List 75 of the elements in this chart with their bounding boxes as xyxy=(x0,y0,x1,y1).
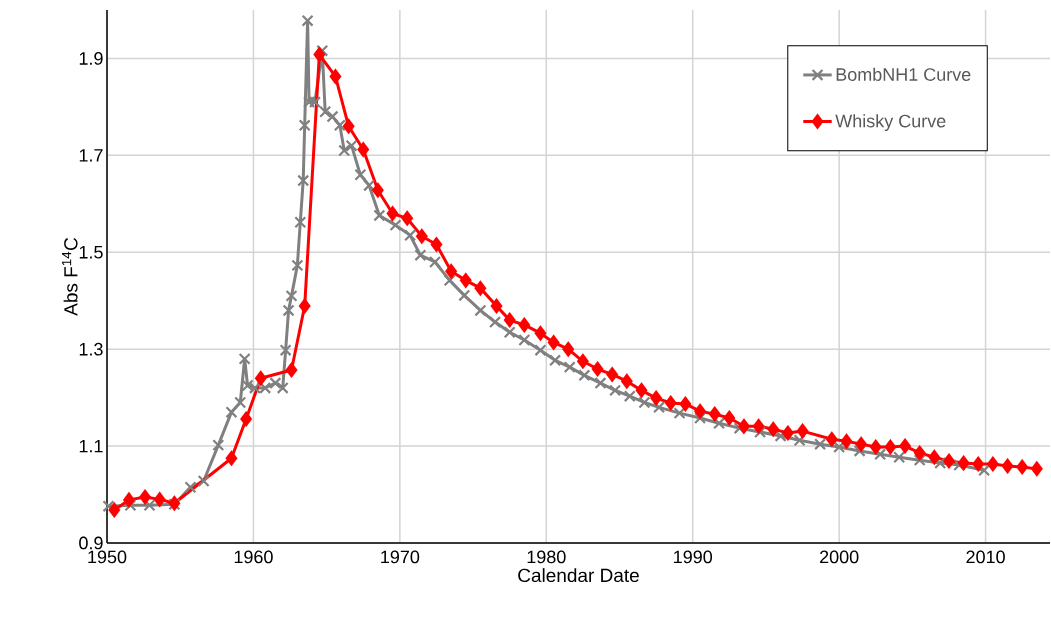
point xyxy=(547,334,560,351)
x-tick-label: 1990 xyxy=(674,550,713,564)
point xyxy=(313,46,326,63)
point xyxy=(474,280,487,297)
point xyxy=(298,298,311,315)
point xyxy=(503,312,516,329)
x-tick-label: 2010 xyxy=(966,550,1005,564)
point xyxy=(650,390,663,407)
point xyxy=(576,353,589,370)
legend-label: BombNH1 Curve xyxy=(836,67,971,81)
x-tick-label: 1950 xyxy=(88,550,127,564)
point xyxy=(518,316,531,334)
y-tick-label: 1.3 xyxy=(79,342,103,356)
point xyxy=(620,373,633,390)
legend-label: Whisky Curve xyxy=(835,114,946,131)
point xyxy=(898,438,912,455)
y-tick-label: 0.9 xyxy=(79,536,103,550)
point xyxy=(1016,458,1029,475)
point xyxy=(781,424,794,442)
point xyxy=(445,263,458,280)
x-tick-label: 1980 xyxy=(527,550,566,564)
point xyxy=(285,361,298,379)
point xyxy=(606,366,619,383)
y-tick-label: 1.9 xyxy=(79,52,103,65)
point xyxy=(254,370,267,387)
point xyxy=(825,431,838,448)
point xyxy=(490,298,503,315)
point xyxy=(108,501,121,519)
point xyxy=(986,455,999,473)
point xyxy=(723,409,736,427)
point xyxy=(225,450,238,467)
point xyxy=(357,141,370,158)
point xyxy=(139,488,152,506)
y-axis-title: Abs F$^{14}$C xyxy=(61,237,78,316)
point xyxy=(928,449,941,466)
x-tick-label: 1970 xyxy=(381,550,420,564)
point xyxy=(562,341,575,358)
point xyxy=(913,444,926,461)
point xyxy=(840,433,853,450)
point xyxy=(855,436,868,453)
point xyxy=(153,491,166,508)
point xyxy=(767,421,780,438)
point xyxy=(635,382,648,399)
point xyxy=(737,418,751,435)
point xyxy=(884,439,897,456)
point xyxy=(1030,460,1043,477)
point xyxy=(386,205,399,222)
y-tick-label: 1.7 xyxy=(79,149,103,162)
point xyxy=(415,228,428,245)
point xyxy=(679,395,692,412)
point xyxy=(957,454,970,472)
point xyxy=(972,455,985,473)
x-axis-title: Calendar Date xyxy=(518,568,639,583)
y-tick-label: 1.5 xyxy=(79,245,103,259)
point xyxy=(869,439,882,456)
point xyxy=(122,491,136,508)
x-tick-label: 2000 xyxy=(820,550,859,564)
point xyxy=(708,406,721,423)
point xyxy=(459,272,472,289)
point xyxy=(430,236,443,253)
point xyxy=(1001,457,1014,475)
point xyxy=(401,210,414,227)
x-tick-label: 1960 xyxy=(234,550,273,564)
point xyxy=(342,118,355,135)
point xyxy=(591,360,604,378)
point xyxy=(371,182,384,199)
point xyxy=(942,453,956,470)
point xyxy=(796,423,809,440)
point xyxy=(693,403,707,420)
point xyxy=(240,410,253,428)
point xyxy=(534,325,547,342)
point xyxy=(329,68,342,85)
y-tick-label: 1.1 xyxy=(79,439,103,453)
point xyxy=(664,394,677,412)
point xyxy=(752,418,765,435)
